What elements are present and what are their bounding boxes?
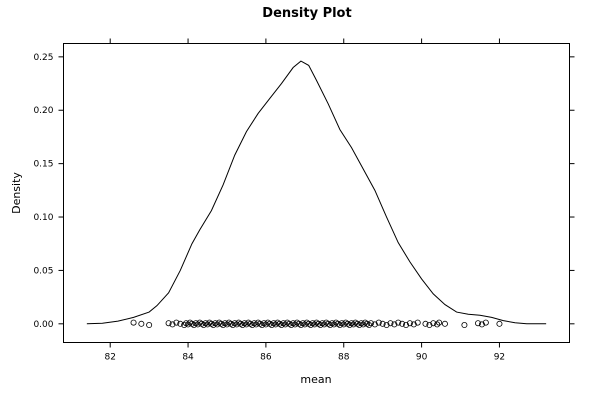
x-axis-label: mean [300,373,331,386]
rug-point [371,321,378,328]
rug-point [350,321,357,328]
rug-point [441,320,448,327]
y-tick-label: 0.05 [33,266,53,276]
rug-point [366,322,373,329]
rug-point [185,321,192,328]
rug-point [223,321,230,328]
rug-point [138,320,145,327]
rug-point [146,322,153,329]
rug-point [375,319,382,326]
density-series [86,60,547,325]
rug-point [229,322,236,329]
rug-point [249,322,256,329]
rug-point [214,321,221,328]
rug-point [130,319,137,326]
rug-point [253,321,260,328]
rug-point [177,320,184,327]
x-tick-label: 86 [260,353,272,363]
rug-point [233,321,240,328]
rug-point [307,322,314,329]
rug-point [220,322,227,329]
rug-point [475,320,482,327]
x-tick-label: 84 [182,353,194,363]
rug-point [292,321,299,328]
rug-point [297,322,304,329]
rug-point [288,322,295,329]
rug-point [406,320,413,327]
rug-point [383,322,390,329]
rug-point [496,320,503,327]
y-tick-label: 0.10 [33,213,53,223]
rug-point [461,322,468,329]
rug-point [331,321,338,328]
rug-point [268,322,275,329]
axis-ticks [58,38,575,348]
rug-point [204,321,211,328]
rug-point [317,322,324,329]
rug-point [173,319,180,326]
rug-point [426,322,433,329]
rug-point [272,321,279,328]
rug-point [311,321,318,328]
x-tick-label: 82 [104,353,115,363]
rug-point [200,322,207,329]
rug-point [194,321,201,328]
rug-point [410,321,417,328]
rug-point [346,322,353,329]
rug-point [387,320,394,327]
rug-point [414,319,421,326]
rug-point [243,321,250,328]
rug-point [336,322,343,329]
density-line [86,60,547,325]
y-tick-label: 0.15 [33,160,53,170]
rug-point [301,321,308,328]
rug-point [262,321,269,328]
axis-tick-labels: 82 84 86 88 90 92 0.00 0.05 0.10 0.15 0.20 0.25 [33,53,505,363]
rug-point [190,322,197,329]
rug-point [356,322,363,329]
x-tick-label: 88 [338,353,350,363]
rug-point [422,320,429,327]
x-tick-label: 92 [494,353,505,363]
rug-point [379,320,386,327]
rug-point [434,321,441,328]
y-tick-label: 0.00 [33,320,53,330]
rug-point [482,319,489,326]
rug-point [165,320,172,327]
rug-point [169,321,176,328]
rug-point [403,322,410,329]
rug-point [399,320,406,327]
rug-point [478,321,485,328]
rug-point [436,319,443,326]
y-tick-label: 0.20 [33,106,53,116]
rug-point [340,321,347,328]
y-axis-label: Density [10,172,23,214]
rug-point [395,319,402,326]
rug-point [239,322,246,329]
rug-point [181,322,188,329]
rug-point [430,320,437,327]
rug-point [367,320,374,327]
x-tick-label: 90 [416,353,428,363]
rug-point [391,321,398,328]
plot-frame [63,43,570,343]
rug-point [321,321,328,328]
rug-point [278,322,285,329]
chart-title: Density Plot [262,6,351,21]
rug-point [327,322,334,329]
y-tick-label: 0.25 [33,53,53,63]
rug-point [210,322,217,329]
rug-point [282,321,289,328]
rug-point [259,322,266,329]
rug-points [130,319,503,329]
rug-point [360,321,367,328]
